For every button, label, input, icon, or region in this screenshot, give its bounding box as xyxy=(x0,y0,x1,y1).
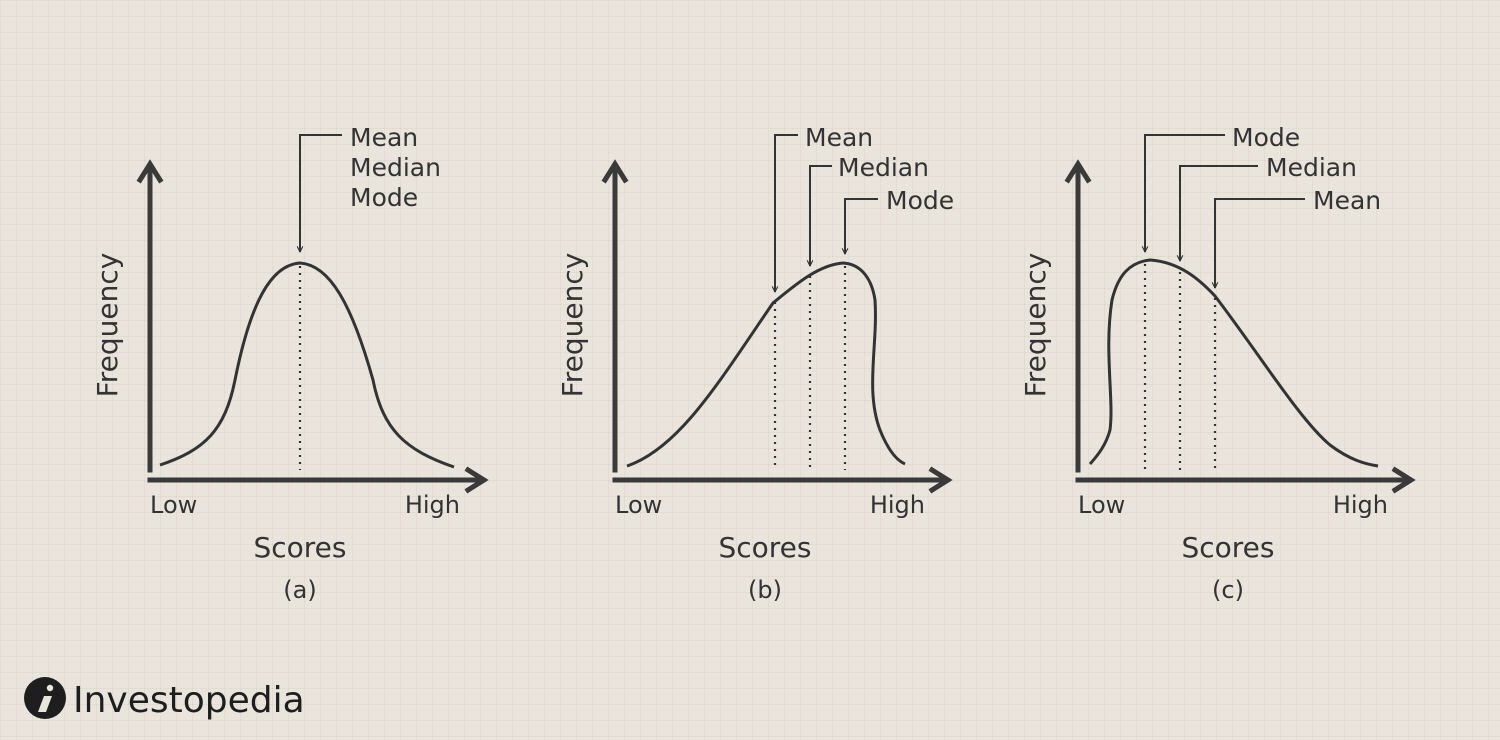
panel-c-callout-median: Median xyxy=(1266,153,1357,182)
panel-b-x-axis-label: Scores xyxy=(718,531,811,564)
panel-a-x-low-label: Low xyxy=(150,491,197,519)
panel-b-median-leader xyxy=(810,165,832,266)
panel-c-callout-mode: Mode xyxy=(1232,123,1300,152)
panel-a-curve xyxy=(159,261,455,469)
panel-b-mode-leader xyxy=(845,198,878,254)
panel-a-axes xyxy=(136,159,489,494)
panel-a-callout-2: Median xyxy=(350,153,441,182)
investopedia-logo: Investopedia xyxy=(24,677,305,721)
panel-c-median-leader xyxy=(1180,165,1258,261)
panel-b-callout-mode: Mode xyxy=(886,186,954,215)
panel-a-x-axis-label: Scores xyxy=(253,531,346,564)
panel-b-y-axis-label: Frequency xyxy=(556,253,589,398)
panel-a-callout-1: Mean xyxy=(350,123,418,152)
panel-c-x-low-label: Low xyxy=(1078,491,1125,519)
panel-b-callout-median: Median xyxy=(838,153,929,182)
panel-c-mode-leader xyxy=(1145,134,1225,252)
investopedia-i-icon xyxy=(24,677,66,719)
panel-c-y-axis-label: Frequency xyxy=(1019,253,1052,398)
panel-c-mean-leader xyxy=(1215,198,1305,288)
panel-b-x-high-label: High xyxy=(870,491,925,519)
panel-c-callout-mean: Mean xyxy=(1313,186,1381,215)
panel-b-mean-leader xyxy=(775,134,798,292)
panel-a-callout-leader xyxy=(300,134,342,252)
panel-c-x-axis-label: Scores xyxy=(1181,531,1274,564)
panel-b: Mean Median Mode Frequency Low High Scor… xyxy=(556,123,954,604)
panel-a-x-high-label: High xyxy=(405,491,460,519)
panel-c-x-high-label: High xyxy=(1333,491,1388,519)
panel-c-caption: (c) xyxy=(1212,576,1244,604)
panel-b-x-low-label: Low xyxy=(615,491,662,519)
panel-a-y-axis-label: Frequency xyxy=(91,253,124,398)
panel-c-curve xyxy=(1088,258,1379,468)
brand-name: Investopedia xyxy=(73,680,305,721)
panel-b-axes xyxy=(601,159,953,494)
panel-b-callout-mean: Mean xyxy=(805,123,873,152)
panel-a: Mean Median Mode Frequency Low High Scor… xyxy=(91,123,489,604)
panel-a-callout-3: Mode xyxy=(350,183,418,212)
panel-b-caption: (b) xyxy=(748,576,782,604)
panel-c-axes xyxy=(1064,159,1416,494)
panel-b-curve xyxy=(626,261,906,468)
panel-c: Mode Median Mean Frequency Low High Scor… xyxy=(1019,123,1416,604)
panel-a-caption: (a) xyxy=(283,576,316,604)
